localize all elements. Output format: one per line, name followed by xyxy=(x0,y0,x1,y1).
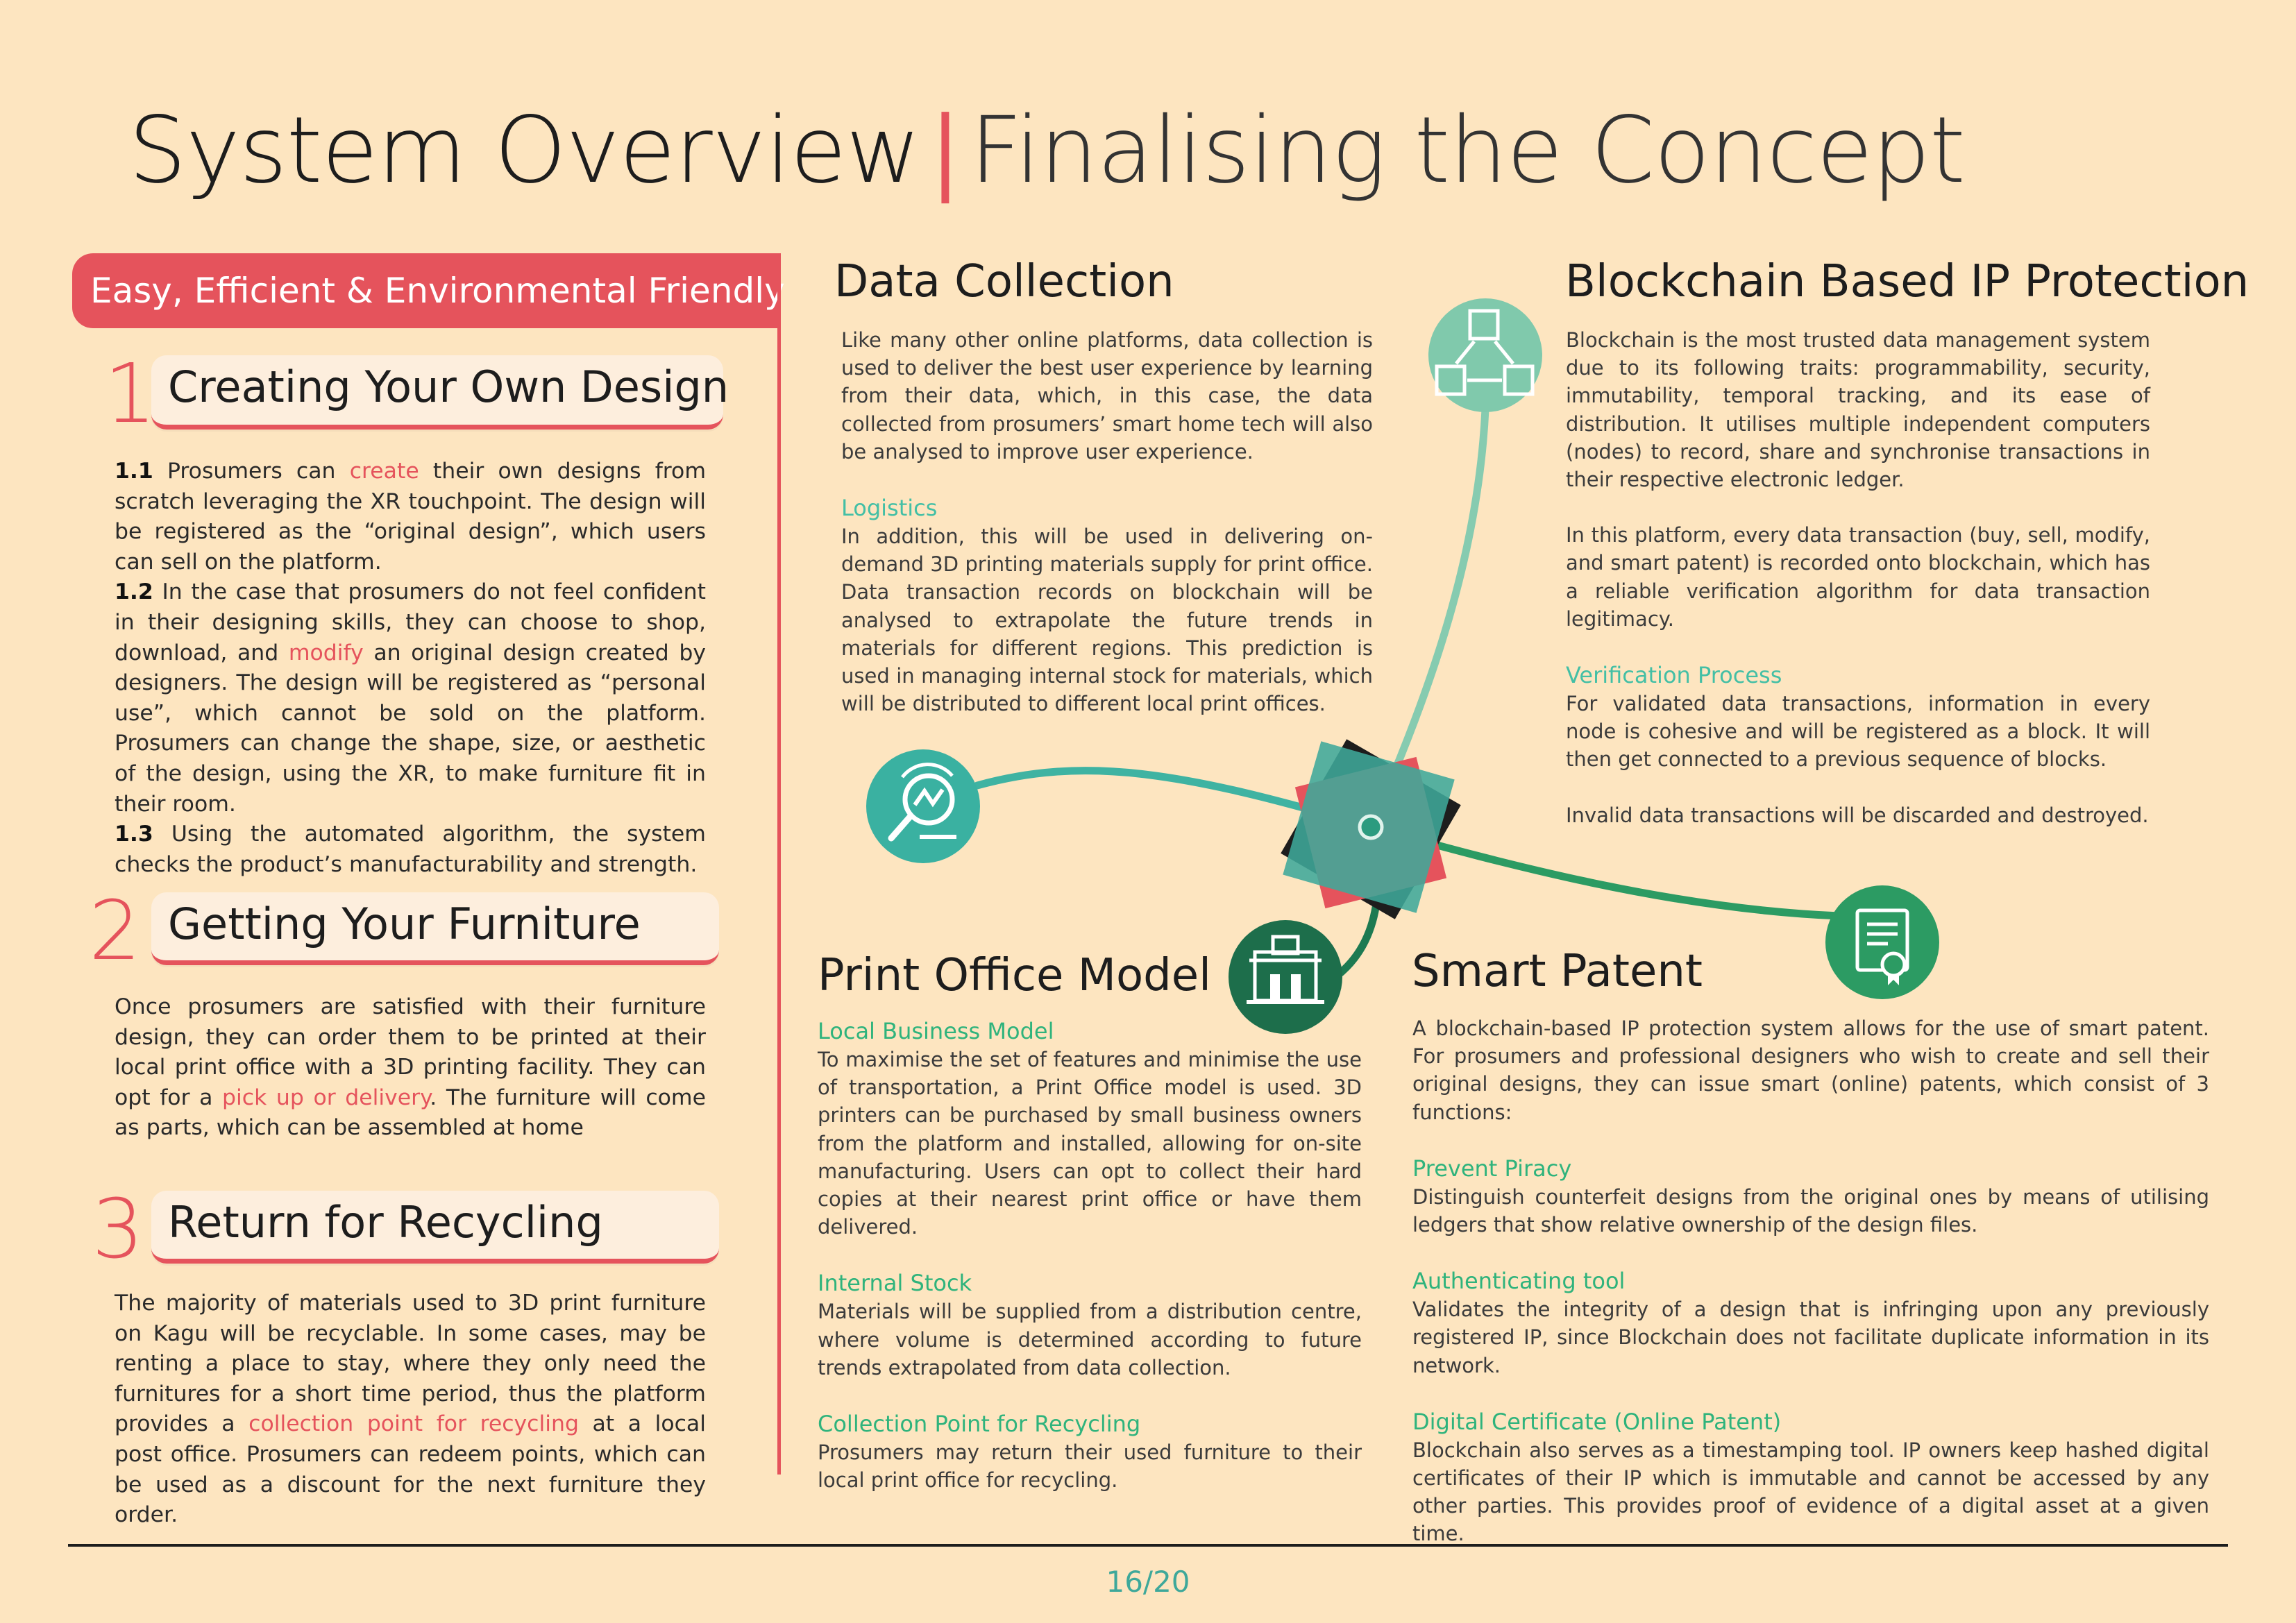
section-3-heading-box: Return for Recycling xyxy=(151,1191,719,1264)
local-business-body: To maximise the set of features and mini… xyxy=(818,1048,1362,1239)
section-3-heading: Return for Recycling xyxy=(168,1197,603,1248)
blockchain-heading: Blockchain Based IP Protection xyxy=(1565,256,2249,307)
section-1-number: 1 xyxy=(104,346,157,441)
collection-point-heading: Collection Point for Recycling xyxy=(818,1411,1141,1438)
section-1-heading: Creating Your Own Design xyxy=(168,362,729,412)
logistics-heading: Logistics xyxy=(841,495,938,522)
verification-body-2: Invalid data transactions will be discar… xyxy=(1566,803,2149,827)
step-1-1-highlight: create xyxy=(349,459,419,484)
page-number: 16/20 xyxy=(1106,1565,1190,1599)
blockchain-body-2: In this platform, every data transaction… xyxy=(1566,523,2150,631)
step-1-3-text: Using the automated algorithm, the syste… xyxy=(115,822,706,877)
step-1-2-number: 1.2 xyxy=(115,579,153,605)
prevent-piracy-heading: Prevent Piracy xyxy=(1412,1155,1572,1182)
step-1-3-number: 1.3 xyxy=(115,822,153,847)
print-office-building-icon xyxy=(1229,920,1342,1034)
verification-body-1: For validated data transactions, informa… xyxy=(1566,692,2150,772)
smart-patent-heading: Smart Patent xyxy=(1412,946,1703,997)
smart-patent-content: A blockchain-based IP protection system … xyxy=(1412,1014,2209,1548)
section-2-text-a: Once prosumers are satisfied with their … xyxy=(115,994,706,1110)
title-separator: | xyxy=(929,97,961,204)
tagline-banner: Easy, Efficient & Environmental Friendly xyxy=(72,253,785,328)
print-office-heading: Print Office Model xyxy=(818,950,1211,1001)
blockchain-content: Blockchain is the most trusted data mana… xyxy=(1566,326,2150,829)
title-main: System Overview xyxy=(128,97,921,204)
central-node xyxy=(1358,814,1384,840)
title-subtitle: Finalising the Concept xyxy=(970,97,1966,204)
collection-point-body: Prosumers may return their used furnitur… xyxy=(818,1441,1362,1493)
data-collection-body: Like many other online platforms, data c… xyxy=(841,328,1373,464)
footer-divider xyxy=(68,1544,2228,1547)
section-2-body: Once prosumers are satisfied with their … xyxy=(115,992,706,1144)
data-analysis-icon xyxy=(866,749,980,863)
section-2-number: 2 xyxy=(89,883,142,978)
section-3-body: The majority of materials used to 3D pri… xyxy=(115,1289,706,1531)
section-1-body: 1.1 Prosumers can create their own desig… xyxy=(115,457,706,880)
data-collection-heading: Data Collection xyxy=(834,256,1174,307)
data-collection-content: Like many other online platforms, data c… xyxy=(841,326,1373,717)
certificate-icon xyxy=(1825,885,1939,999)
step-1-1-number: 1.1 xyxy=(115,459,153,484)
section-3-text-b: at a local post office. Prosumers can re… xyxy=(115,1411,706,1528)
step-1-2-text-a: In the case that prosumers do not feel c… xyxy=(115,579,706,665)
print-office-content: Local Business Model To maximise the set… xyxy=(818,1017,1362,1494)
section-3-number: 3 xyxy=(92,1181,144,1277)
logistics-body: In addition, this will be used in delive… xyxy=(841,525,1373,716)
section-3-highlight: collection point for recycling xyxy=(248,1411,579,1437)
blockchain-body-1: Blockchain is the most trusted data mana… xyxy=(1566,328,2150,492)
section-2-heading-box: Getting Your Furniture xyxy=(151,892,719,965)
section-2-heading: Getting Your Furniture xyxy=(168,899,641,949)
section-2-highlight: pick up or delivery xyxy=(222,1085,430,1110)
prevent-piracy-body: Distinguish counterfeit designs from the… xyxy=(1412,1184,2209,1237)
section-2-text-b: . The furniture will come as parts, whic… xyxy=(115,1085,706,1141)
authenticating-tool-body: Validates the integrity of a design that… xyxy=(1412,1298,2209,1377)
local-business-heading: Local Business Model xyxy=(818,1018,1054,1044)
page-title: System Overview | Finalising the Concept xyxy=(128,92,1966,210)
step-1-1-text-a: Prosumers can xyxy=(153,459,350,484)
link-data-collection xyxy=(973,767,1375,831)
section-3-text-a: The majority of materials used to 3D pri… xyxy=(115,1291,706,1437)
step-1-2-text-b: an original design created by designers.… xyxy=(115,640,706,817)
smart-patent-body: A blockchain-based IP protection system … xyxy=(1412,1017,2209,1124)
digital-certificate-heading: Digital Certificate (Online Patent) xyxy=(1412,1408,1782,1435)
left-column-divider xyxy=(777,253,781,1475)
internal-stock-heading: Internal Stock xyxy=(818,1270,972,1297)
digital-certificate-body: Blockchain also serves as a timestamping… xyxy=(1412,1438,2209,1546)
section-1-heading-box: Creating Your Own Design xyxy=(151,355,729,430)
step-1-1-text-b: their own designs from scratch leveragin… xyxy=(115,459,706,575)
verification-heading: Verification Process xyxy=(1566,662,1782,689)
blockchain-network-icon xyxy=(1428,298,1542,412)
authenticating-tool-heading: Authenticating tool xyxy=(1412,1268,1626,1295)
internal-stock-body: Materials will be supplied from a distri… xyxy=(818,1300,1362,1379)
step-1-2-highlight: modify xyxy=(288,640,364,665)
